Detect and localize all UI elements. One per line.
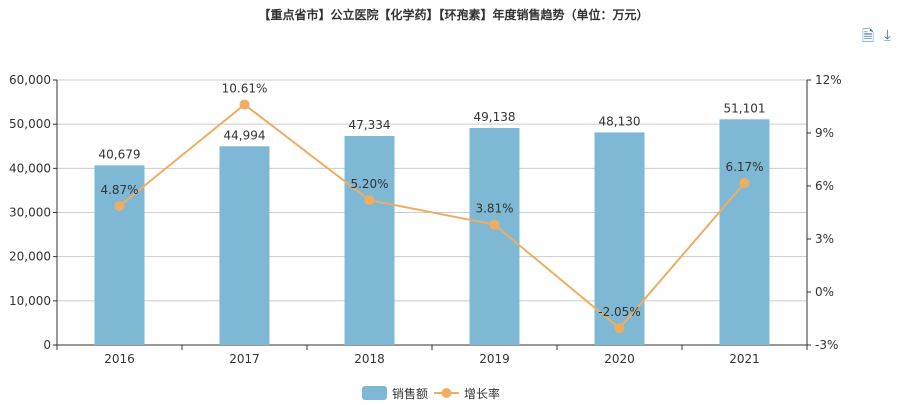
y-right-tick-label: -3% bbox=[815, 338, 838, 352]
x-tick-label: 2021 bbox=[729, 352, 760, 366]
y-left-tick-label: 0 bbox=[43, 338, 51, 352]
x-tick-label: 2020 bbox=[604, 352, 635, 366]
line-data-label: 4.87% bbox=[100, 183, 138, 197]
legend-bar-swatch bbox=[362, 386, 387, 400]
bar bbox=[719, 119, 770, 345]
y-left-tick-label: 50,000 bbox=[9, 117, 51, 131]
legend-bar-label: 销售额 bbox=[392, 386, 428, 401]
legend-line-label: 增长率 bbox=[464, 386, 500, 401]
y-right-tick-label: 6% bbox=[815, 179, 834, 193]
y-right-tick-label: 3% bbox=[815, 232, 834, 246]
y-right-tick-label: 0% bbox=[815, 285, 834, 299]
bar-data-label: 47,334 bbox=[349, 118, 391, 132]
line-point bbox=[114, 200, 125, 211]
y-left-tick-label: 30,000 bbox=[9, 206, 51, 220]
line-data-label: -2.05% bbox=[598, 305, 640, 319]
download-icon[interactable]: ⤓ bbox=[884, 26, 891, 44]
bar-data-label: 40,679 bbox=[99, 147, 141, 161]
y-right-tick-label: 9% bbox=[815, 126, 834, 140]
line-point bbox=[489, 219, 500, 230]
document-icon[interactable]: 🗎 bbox=[862, 27, 875, 45]
line-point bbox=[239, 99, 250, 110]
y-left-tick-label: 20,000 bbox=[9, 250, 51, 264]
y-right-tick-label: 12% bbox=[815, 73, 842, 87]
bar bbox=[344, 135, 395, 345]
line-point bbox=[739, 177, 750, 188]
bar-data-label: 48,130 bbox=[599, 114, 641, 128]
x-tick-label: 2019 bbox=[479, 352, 510, 366]
line-data-label: 10.61% bbox=[222, 82, 268, 96]
bar-data-label: 49,138 bbox=[474, 110, 516, 124]
y-left-tick-label: 10,000 bbox=[9, 294, 51, 308]
line-data-label: 6.17% bbox=[725, 160, 763, 174]
bar bbox=[469, 127, 520, 345]
bar-data-label: 44,994 bbox=[224, 128, 266, 142]
x-tick-label: 2017 bbox=[229, 352, 260, 366]
bar bbox=[219, 146, 270, 345]
chart-title: 【重点省市】公立医院【化学药】【环孢素】年度销售趋势（单位：万元） bbox=[258, 8, 649, 22]
growth-line bbox=[118, 103, 746, 330]
bar-data-label: 51,101 bbox=[724, 101, 766, 115]
line-data-label: 5.20% bbox=[350, 177, 388, 191]
bar bbox=[94, 165, 145, 345]
y-left-tick-label: 40,000 bbox=[9, 161, 51, 175]
x-tick-label: 2016 bbox=[104, 352, 135, 366]
legend-line-marker bbox=[441, 388, 452, 398]
line-point bbox=[614, 323, 625, 334]
line-data-label: 3.81% bbox=[475, 202, 513, 216]
line-point bbox=[364, 195, 375, 206]
x-tick-label: 2018 bbox=[354, 352, 385, 366]
y-left-tick-label: 60,000 bbox=[9, 73, 51, 87]
